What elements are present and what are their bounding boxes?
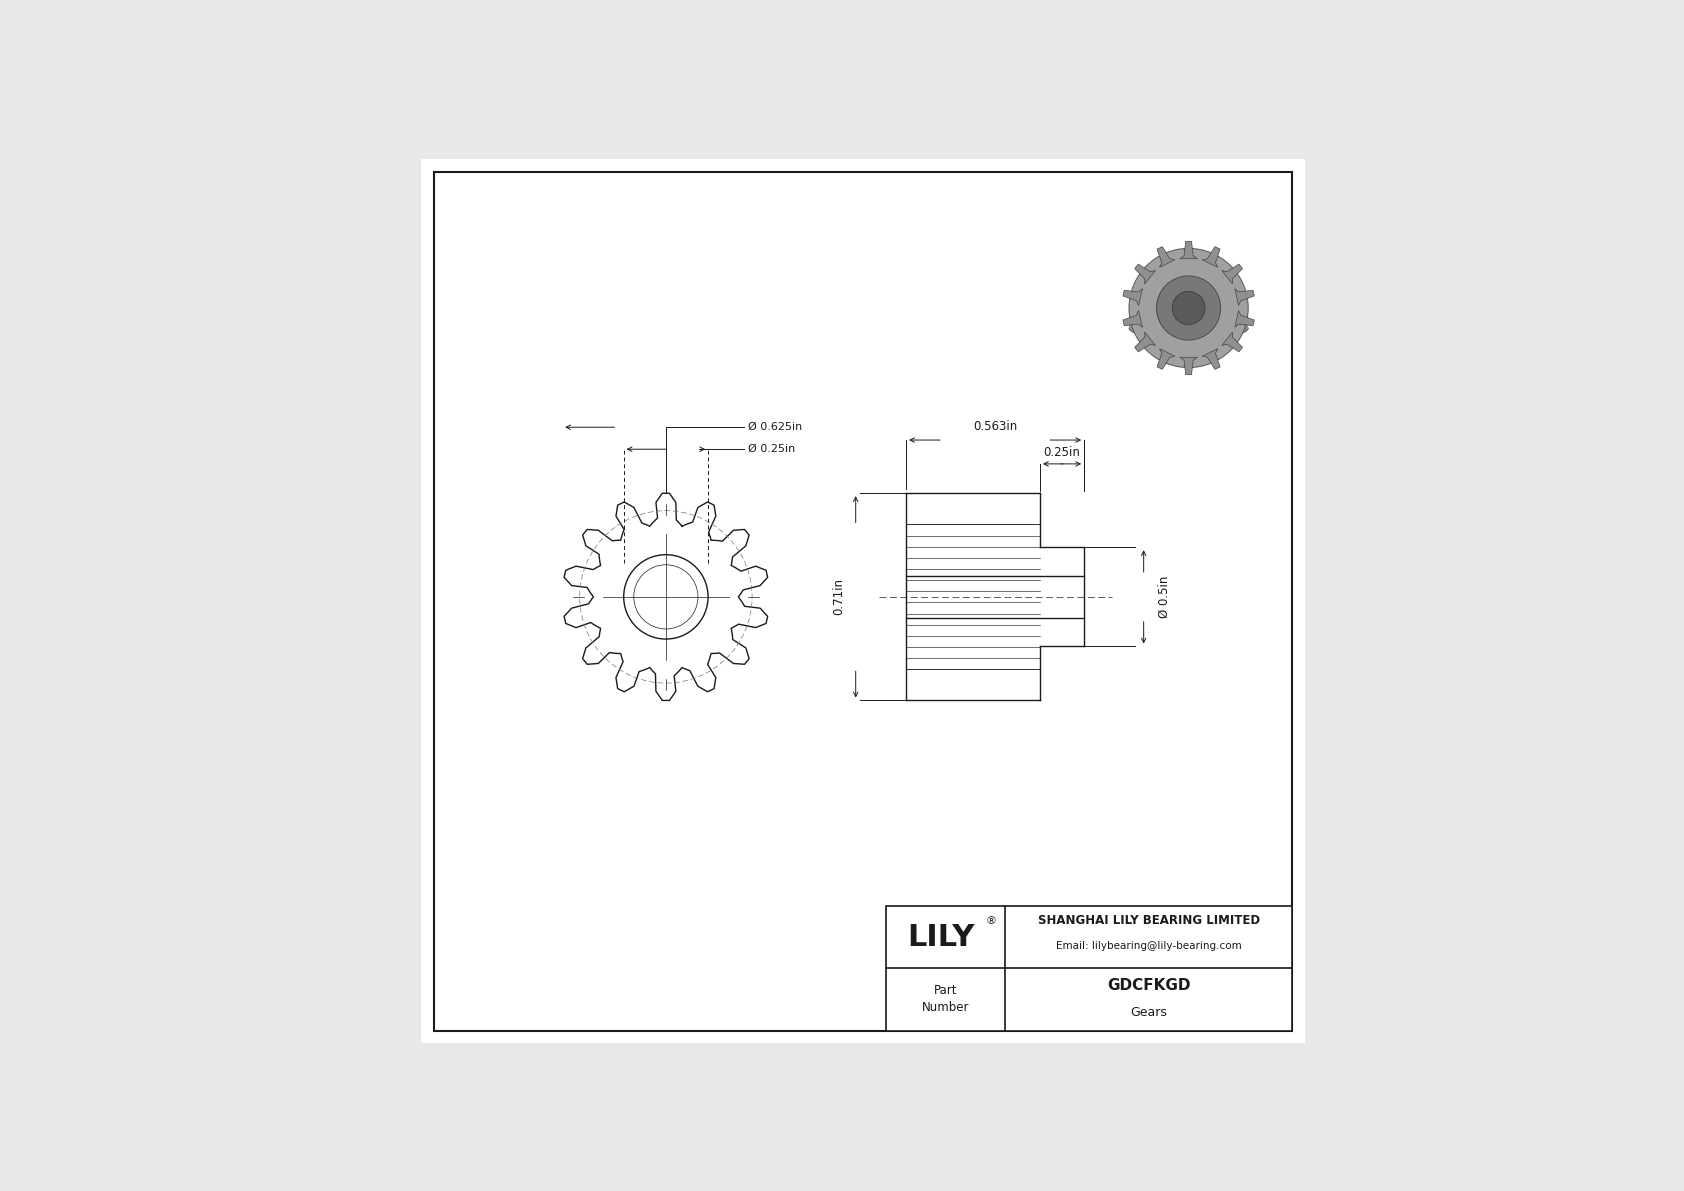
- Circle shape: [1157, 276, 1221, 341]
- Polygon shape: [1202, 247, 1221, 267]
- Polygon shape: [1157, 349, 1175, 369]
- Text: Ø 0.25in: Ø 0.25in: [748, 444, 795, 454]
- Text: LILY: LILY: [908, 923, 975, 952]
- Text: 0.563in: 0.563in: [973, 419, 1017, 432]
- FancyBboxPatch shape: [1128, 308, 1248, 329]
- Polygon shape: [1123, 311, 1142, 328]
- Polygon shape: [1180, 242, 1197, 258]
- Polygon shape: [1234, 311, 1255, 328]
- Polygon shape: [1202, 349, 1221, 369]
- Text: GDCFKGD: GDCFKGD: [1106, 978, 1191, 993]
- Circle shape: [1172, 292, 1206, 324]
- Circle shape: [1128, 249, 1248, 368]
- Polygon shape: [1223, 332, 1243, 351]
- Text: Ø 0.5in: Ø 0.5in: [1157, 575, 1170, 618]
- Text: ®: ®: [985, 917, 995, 927]
- Text: Ø 0.625in: Ø 0.625in: [748, 423, 803, 432]
- Polygon shape: [1180, 357, 1197, 375]
- Bar: [886, 906, 1292, 1030]
- Polygon shape: [1157, 247, 1175, 267]
- Text: Part
Number: Part Number: [921, 985, 970, 1015]
- Text: SHANGHAI LILY BEARING LIMITED: SHANGHAI LILY BEARING LIMITED: [1037, 915, 1260, 927]
- Polygon shape: [1234, 288, 1255, 305]
- Polygon shape: [1135, 332, 1155, 351]
- Bar: [886, 906, 1292, 1030]
- Polygon shape: [1123, 288, 1142, 305]
- Text: Email: lilybearing@lily-bearing.com: Email: lilybearing@lily-bearing.com: [1056, 941, 1241, 952]
- Ellipse shape: [1128, 318, 1248, 339]
- Text: 0.71in: 0.71in: [832, 579, 845, 616]
- Polygon shape: [1223, 264, 1243, 283]
- Text: Gears: Gears: [1130, 1006, 1167, 1018]
- Text: 0.25in: 0.25in: [1044, 447, 1081, 460]
- Polygon shape: [1135, 264, 1155, 283]
